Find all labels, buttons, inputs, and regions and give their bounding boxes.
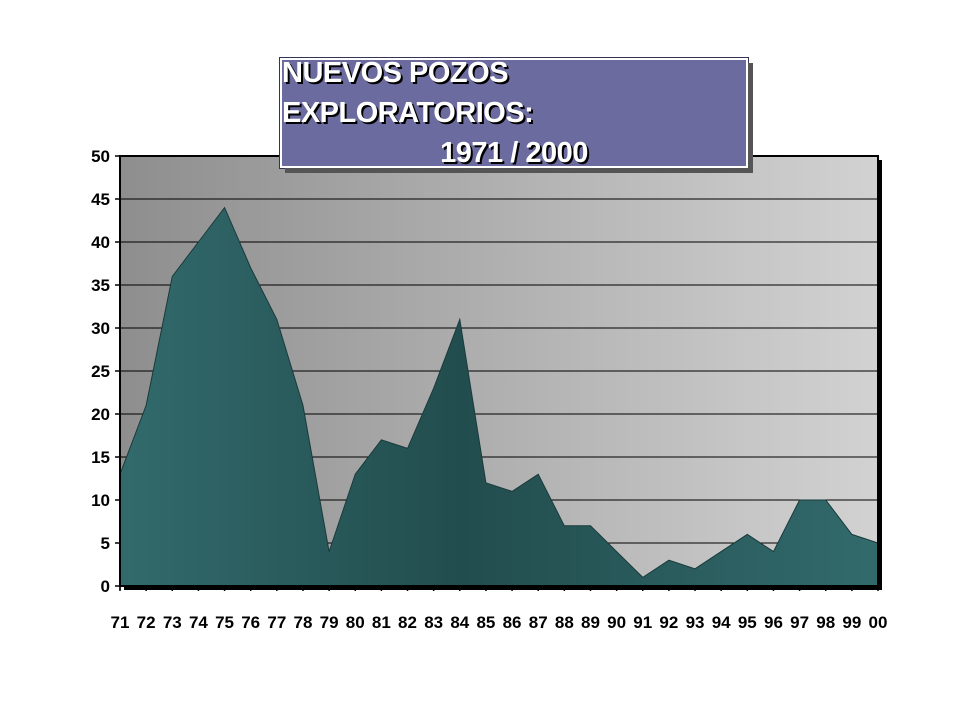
x-tick-label: 80 (346, 613, 365, 632)
y-tick-label: 10 (91, 491, 110, 510)
x-tick-label: 00 (869, 613, 888, 632)
x-tick-label: 94 (712, 613, 731, 632)
y-tick-label: 30 (91, 319, 110, 338)
x-tick-label: 82 (398, 613, 417, 632)
y-axis: 0 5 10 15 20 25 30 35 40 45 50 (91, 147, 121, 596)
x-tick-label: 93 (686, 613, 705, 632)
x-tick-label: 97 (790, 613, 809, 632)
x-tick-label: 78 (294, 613, 313, 632)
x-tick-label: 96 (764, 613, 783, 632)
x-tick-label: 98 (816, 613, 835, 632)
x-tick-label: 99 (842, 613, 861, 632)
x-tick-label: 71 (111, 613, 130, 632)
x-tick-label: 83 (424, 613, 443, 632)
y-tick-label: 25 (91, 362, 110, 381)
x-tick-label: 95 (738, 613, 757, 632)
x-axis: 71 72 73 74 75 76 77 78 79 80 81 82 83 84 85 86 87 88 89 90… (111, 586, 888, 632)
y-tick-label: 40 (91, 233, 110, 252)
y-tick-label: 15 (91, 448, 110, 467)
y-tick-label: 50 (91, 147, 110, 166)
x-tick-label: 89 (581, 613, 600, 632)
x-tick-label: 88 (555, 613, 574, 632)
y-tick-label: 20 (91, 405, 110, 424)
x-tick-label: 75 (215, 613, 234, 632)
x-tick-label: 81 (372, 613, 391, 632)
x-tick-label: 73 (163, 613, 182, 632)
x-tick-label: 86 (503, 613, 522, 632)
y-tick-label: 0 (101, 577, 110, 596)
x-tick-label: 87 (529, 613, 548, 632)
x-tick-label: 79 (320, 613, 339, 632)
y-tick-label: 45 (91, 190, 110, 209)
x-tick-label: 91 (633, 613, 652, 632)
y-tick-label: 5 (101, 534, 110, 553)
area-series (119, 206, 879, 587)
x-tick-label: 85 (476, 613, 495, 632)
x-tick-label: 90 (607, 613, 626, 632)
x-tick-label: 84 (450, 613, 469, 632)
chart-title-line-2: 1971 / 2000 (440, 137, 588, 169)
chart-title-line-1: NUEVOS POZOS EXPLORATORIOS: (282, 57, 534, 129)
x-tick-label: 77 (267, 613, 286, 632)
x-tick-label: 74 (189, 613, 208, 632)
x-tick-label: 72 (137, 613, 156, 632)
y-tick-label: 35 (91, 276, 110, 295)
x-tick-label: 76 (241, 613, 260, 632)
x-tick-label: 92 (659, 613, 678, 632)
chart-title: NUEVOS POZOS EXPLORATORIOS: 1971 / 2000 (280, 57, 748, 169)
